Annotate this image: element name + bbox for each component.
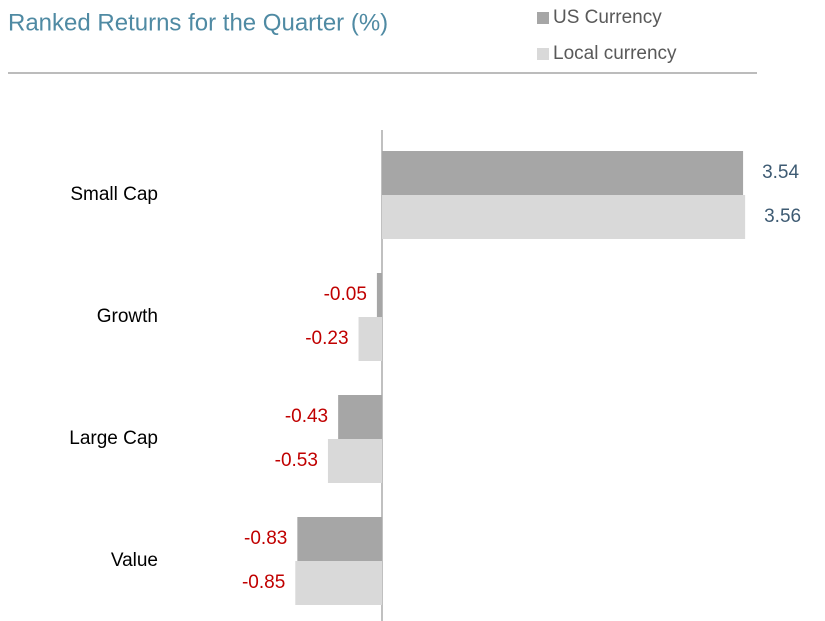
data-label: -0.23: [305, 328, 348, 349]
bar: [295, 561, 382, 605]
legend-label: US Currency: [553, 7, 662, 28]
data-label: -0.05: [324, 284, 367, 305]
category-label: Small Cap: [70, 184, 158, 205]
category-label: Growth: [97, 306, 158, 327]
legend-label: Local currency: [553, 43, 677, 64]
data-label: -0.85: [242, 572, 285, 593]
category-label: Value: [111, 550, 158, 571]
bar: [358, 317, 382, 361]
bar: [376, 273, 382, 317]
data-label: 3.56: [764, 206, 801, 227]
bar: [382, 151, 744, 195]
bar: [327, 439, 382, 483]
data-label: 3.54: [762, 162, 799, 183]
bar: [338, 395, 382, 439]
legend-swatch: [537, 12, 549, 24]
data-label: -0.83: [244, 528, 287, 549]
legend-swatch: [537, 48, 549, 60]
bar: [382, 195, 746, 239]
data-label: -0.53: [275, 450, 318, 471]
chart-title: Ranked Returns for the Quarter (%): [8, 9, 388, 36]
bar: [297, 517, 382, 561]
category-label: Large Cap: [69, 428, 158, 449]
data-label: -0.43: [285, 406, 328, 427]
